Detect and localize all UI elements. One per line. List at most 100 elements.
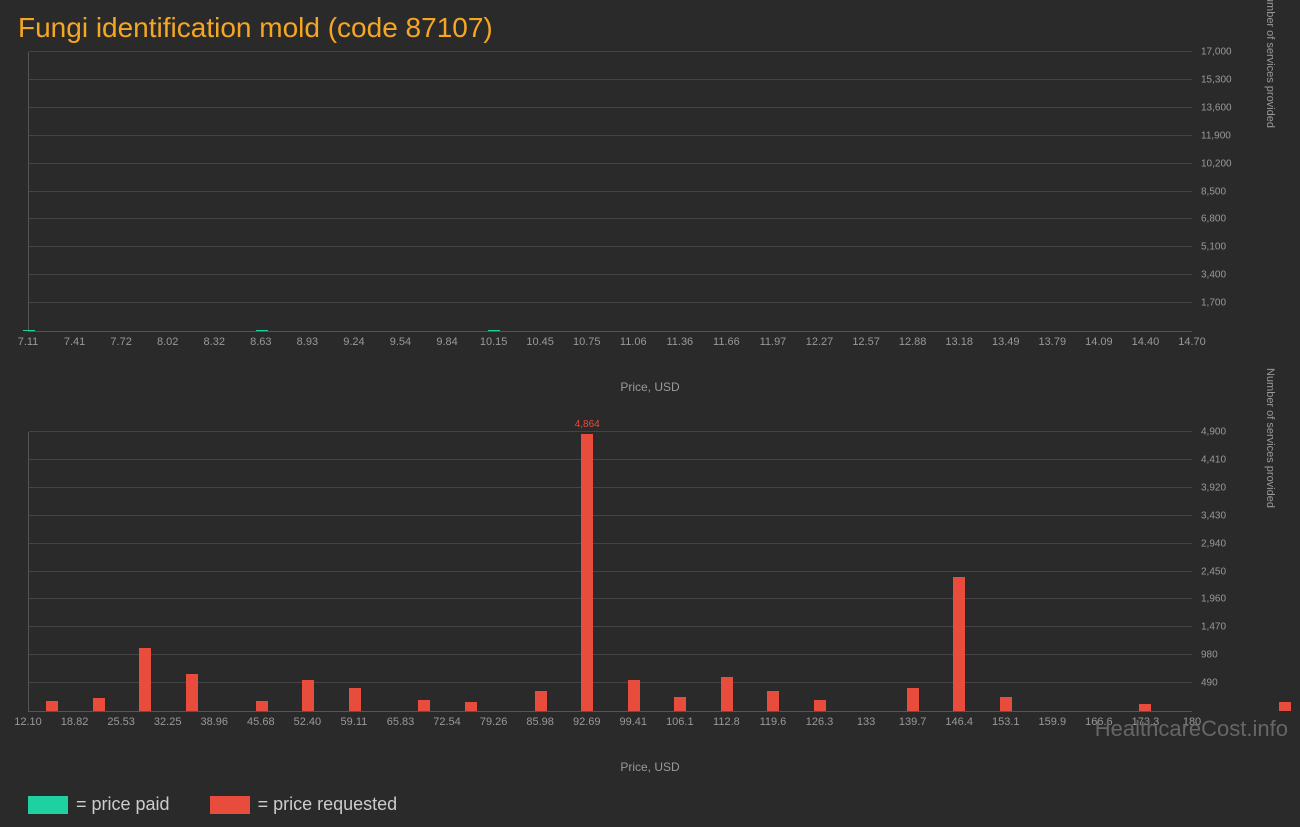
x-tick: 133 bbox=[857, 716, 875, 728]
x-tick: 12.88 bbox=[899, 336, 927, 348]
bar bbox=[767, 691, 779, 711]
x-tick: 8.63 bbox=[250, 336, 271, 348]
bar bbox=[418, 700, 430, 711]
bar bbox=[139, 648, 151, 711]
x-tick: 25.53 bbox=[107, 716, 135, 728]
y-tick: 3,920 bbox=[1201, 482, 1226, 493]
x-tick: 92.69 bbox=[573, 716, 601, 728]
bar bbox=[488, 330, 500, 331]
bar bbox=[628, 680, 640, 711]
x-tick: 9.84 bbox=[436, 336, 457, 348]
y-tick: 2,940 bbox=[1201, 538, 1226, 549]
y-tick: 1,470 bbox=[1201, 622, 1226, 633]
x-tick: 11.66 bbox=[713, 336, 740, 348]
x-tick: 65.83 bbox=[387, 716, 415, 728]
bar bbox=[1139, 704, 1151, 711]
bar bbox=[465, 702, 477, 711]
y-tick: 4,900 bbox=[1201, 427, 1226, 438]
bar bbox=[581, 434, 593, 711]
legend-label: = price paid bbox=[76, 794, 170, 815]
x-tick: 153.1 bbox=[992, 716, 1020, 728]
bar bbox=[535, 691, 547, 711]
x-tick: 7.72 bbox=[110, 336, 131, 348]
x-tick: 106.1 bbox=[666, 716, 694, 728]
y-tick: 1,700 bbox=[1201, 298, 1226, 309]
bar bbox=[674, 697, 686, 711]
x-tick: 45.68 bbox=[247, 716, 275, 728]
x-tick: 52.40 bbox=[294, 716, 322, 728]
x-tick: 8.93 bbox=[297, 336, 318, 348]
x-tick: 8.02 bbox=[157, 336, 178, 348]
x-tick: 9.24 bbox=[343, 336, 364, 348]
x-tick: 11.36 bbox=[666, 336, 693, 348]
y-tick: 1,960 bbox=[1201, 594, 1226, 605]
page-title: Fungi identification mold (code 87107) bbox=[0, 0, 1300, 52]
y-tick: 5,100 bbox=[1201, 242, 1226, 253]
x-tick: 12.27 bbox=[806, 336, 834, 348]
legend-swatch bbox=[28, 796, 68, 814]
x-tick: 14.09 bbox=[1085, 336, 1113, 348]
x-axis-label: Price, USD bbox=[18, 760, 1282, 774]
bar-peak-label: 4,864 bbox=[575, 419, 600, 430]
y-tick: 4,410 bbox=[1201, 454, 1226, 465]
y-tick: 13,600 bbox=[1201, 102, 1232, 113]
bar bbox=[23, 330, 35, 331]
x-tick: 112.8 bbox=[713, 716, 740, 728]
y-tick: 3,400 bbox=[1201, 270, 1226, 281]
bar bbox=[93, 698, 105, 711]
bar bbox=[1000, 697, 1012, 711]
x-tick: 13.79 bbox=[1039, 336, 1067, 348]
x-tick: 146.4 bbox=[945, 716, 973, 728]
legend-swatch bbox=[210, 796, 250, 814]
y-tick: 490 bbox=[1201, 678, 1218, 689]
x-tick: 13.18 bbox=[945, 336, 973, 348]
x-tick: 12.10 bbox=[14, 716, 42, 728]
x-tick: 159.9 bbox=[1039, 716, 1067, 728]
y-tick: 2,450 bbox=[1201, 566, 1226, 577]
x-tick: 139.7 bbox=[899, 716, 927, 728]
y-tick: 17,000 bbox=[1201, 47, 1232, 58]
y-tick: 6,800 bbox=[1201, 214, 1226, 225]
x-tick: 99.41 bbox=[620, 716, 648, 728]
x-tick: 11.97 bbox=[760, 336, 787, 348]
x-tick: 14.70 bbox=[1178, 336, 1206, 348]
x-tick: 18.82 bbox=[61, 716, 89, 728]
x-tick: 85.98 bbox=[526, 716, 554, 728]
chart-requested: 4,864 4909801,4701,9602,4502,9403,4303,9… bbox=[18, 432, 1282, 774]
x-tick: 11.06 bbox=[620, 336, 647, 348]
x-tick: 12.57 bbox=[852, 336, 880, 348]
x-tick: 126.3 bbox=[806, 716, 834, 728]
x-tick: 8.32 bbox=[204, 336, 225, 348]
x-tick: 79.26 bbox=[480, 716, 508, 728]
x-tick: 7.41 bbox=[64, 336, 85, 348]
x-axis-label: Price, USD bbox=[18, 380, 1282, 394]
chart-paid: 16,767 1,7003,4005,1006,8008,50010,20011… bbox=[18, 52, 1282, 394]
bar bbox=[256, 330, 268, 331]
x-tick: 10.15 bbox=[480, 336, 508, 348]
x-tick: 59.11 bbox=[341, 716, 368, 728]
x-tick: 10.45 bbox=[526, 336, 554, 348]
y-tick: 15,300 bbox=[1201, 74, 1232, 85]
watermark: HealthcareCost.info bbox=[1095, 716, 1288, 742]
y-tick: 8,500 bbox=[1201, 186, 1226, 197]
x-tick: 32.25 bbox=[154, 716, 182, 728]
bar bbox=[1279, 702, 1291, 711]
y-axis-label: Number of services provided bbox=[1264, 367, 1276, 507]
x-tick: 9.54 bbox=[390, 336, 411, 348]
legend-item: = price requested bbox=[210, 794, 398, 815]
y-tick: 10,200 bbox=[1201, 158, 1232, 169]
bar bbox=[721, 677, 733, 711]
bar bbox=[186, 674, 198, 711]
x-tick: 13.49 bbox=[992, 336, 1020, 348]
legend-item: = price paid bbox=[28, 794, 170, 815]
x-tick: 14.40 bbox=[1132, 336, 1160, 348]
x-tick: 7.11 bbox=[18, 336, 39, 348]
bar bbox=[814, 700, 826, 711]
bar bbox=[349, 688, 361, 711]
x-tick: 72.54 bbox=[433, 716, 461, 728]
y-tick: 11,900 bbox=[1201, 130, 1231, 141]
x-tick: 119.6 bbox=[760, 716, 787, 728]
x-tick: 38.96 bbox=[200, 716, 228, 728]
legend: = price paid = price requested bbox=[0, 782, 1300, 827]
x-tick: 10.75 bbox=[573, 336, 601, 348]
